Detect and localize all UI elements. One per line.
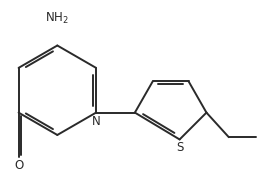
Text: N: N [92, 115, 100, 128]
Text: NH$_2$: NH$_2$ [45, 11, 69, 26]
Text: O: O [14, 159, 23, 172]
Text: S: S [176, 142, 183, 154]
